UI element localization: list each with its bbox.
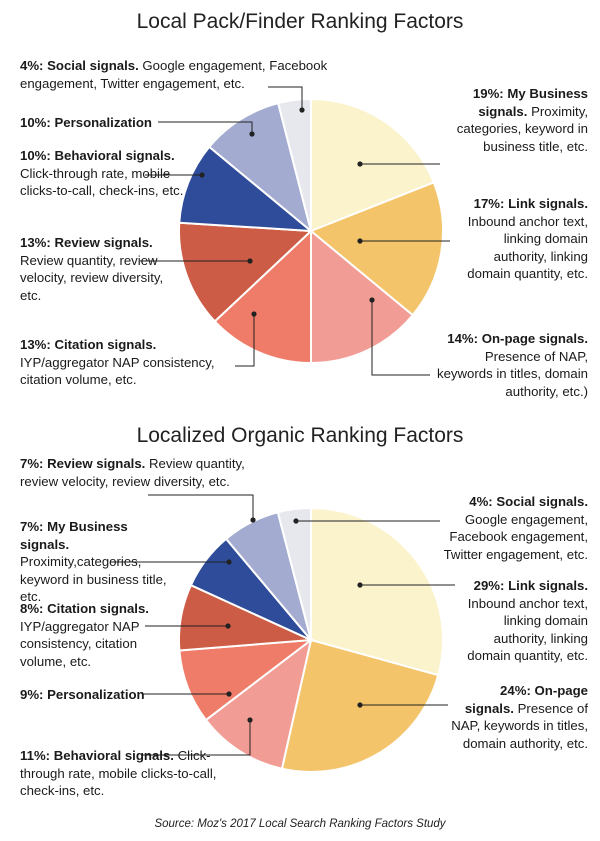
chart-2-slice-link-signals — [310, 506, 444, 677]
chart-2-title: Localized Organic Ranking Factors — [136, 424, 464, 447]
chart-2-leader-dot — [357, 702, 363, 708]
chart-2-leader-dot — [226, 691, 232, 697]
chart-1-leader-dot — [369, 297, 375, 303]
chart-2-slice-behavioral-signals — [204, 637, 313, 770]
chart-2-label-review: 7%: Review signals. Review quantity, rev… — [20, 456, 245, 489]
chart-1-label-behavioral: 10%: Behavioral signals. Click-through r… — [20, 148, 184, 198]
chart-2-label-behavioral: 11%: Behavioral signals. Click-through r… — [20, 748, 217, 798]
chart-1-label-my-business: 19%: My Business signals. Proximity, cat… — [456, 86, 588, 154]
chart-2-label-link: 29%: Link signals. Inbound anchor text, … — [467, 578, 588, 663]
chart-2-label-personalization: 9%: Personalization — [20, 687, 145, 702]
chart-2-label-on-page: 24%: On-page signals. Presence of NAP, k… — [451, 683, 588, 751]
chart-1-slice-social-signals — [276, 97, 312, 232]
chart-1-title: Local Pack/Finder Ranking Factors — [136, 10, 464, 33]
chart-1-leader-line — [268, 86, 303, 110]
chart-2-label-citation: 8%: Citation signals. IYP/aggregator NAP… — [20, 601, 149, 669]
chart-1-slice-review-signals — [178, 221, 314, 323]
chart-1-leader-dot — [247, 258, 253, 264]
chart-2-leader-dot — [225, 623, 231, 629]
chart-1-slice-citation-signals — [213, 228, 312, 365]
chart-1-label-review: 13%: Review signals. Review quantity, re… — [20, 235, 164, 303]
source-note: Source: Moz's 2017 Local Search Ranking … — [154, 818, 446, 830]
chart-1-label-personalization: 10%: Personalization — [20, 115, 152, 130]
chart-1-leader-line — [371, 300, 430, 376]
chart-1-leader-dot — [199, 172, 205, 178]
chart-2-label-social: 4%: Social signals. Google engagement, F… — [443, 494, 588, 562]
chart-1-leader-dot — [299, 107, 305, 113]
chart-2-label-my-business: 7%: My Business signals. Proximity,categ… — [20, 519, 167, 604]
chart-1-slice-my-business-signals — [310, 97, 436, 233]
chart-1-label-social: 4%: Social signals. Google engagement, F… — [20, 58, 328, 91]
chart-2-leader-dot — [293, 518, 299, 524]
chart-2-leader-dot — [357, 582, 363, 588]
chart-2-leader-dot — [226, 559, 232, 565]
chart-1-label-link: 17%: Link signals. Inbound anchor text, … — [467, 196, 588, 281]
chart-1-slice-on-page-signals — [310, 228, 415, 365]
chart-1-slice-behavioral-signals — [178, 145, 315, 233]
chart-2-leader-dot — [250, 517, 256, 523]
chart-2-slice-social-signals — [276, 506, 312, 641]
chart-2-leader-line — [148, 494, 254, 520]
chart-1-label-on-page: 14%: On-page signals. Presence of NAP, k… — [437, 331, 588, 399]
chart-1-leader-dot — [357, 238, 363, 244]
chart-1-leader-line — [158, 121, 253, 134]
chart-1-slice-link-signals — [309, 181, 444, 317]
chart-2-leader-line — [142, 720, 251, 756]
chart-2-leader-dot — [247, 717, 253, 723]
chart-1-leader-dot — [251, 311, 257, 317]
chart-1-label-citation: 13%: Citation signals. IYP/aggregator NA… — [20, 337, 215, 387]
chart-1-leader-dot — [357, 161, 363, 167]
chart-1-leader-dot — [249, 131, 255, 137]
chart-1-leader-line — [235, 314, 255, 367]
